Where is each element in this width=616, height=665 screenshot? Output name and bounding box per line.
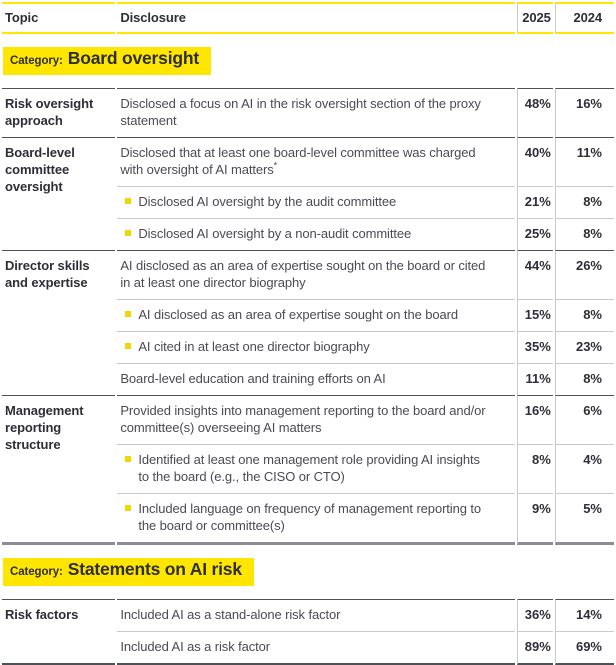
topic-cell: Risk factors	[2, 599, 116, 665]
disclosure-cell: Disclosed AI oversight by a non-audit co…	[117, 218, 515, 250]
value-2025-cell: 40%	[516, 137, 553, 186]
category-cell: Category: Board oversight	[2, 34, 614, 88]
category-cell: Category: Statements on AI risk	[2, 545, 614, 599]
value-2025-cell: 9%	[516, 493, 553, 545]
disclosure-cell: Disclosed that at least one board-level …	[117, 137, 515, 186]
column-header-disclosure: Disclosure	[117, 2, 515, 34]
value-2024-cell: 69%	[554, 631, 614, 665]
topic-cell: Risk oversight approach	[2, 88, 116, 137]
table-row: AI cited in at least one director biogra…	[2, 331, 614, 363]
bullet-square-icon	[125, 505, 132, 511]
table-header: Topic Disclosure 2025 2024	[2, 2, 614, 34]
disclosure-text: Disclosed AI oversight by the audit comm…	[138, 194, 397, 209]
disclosure-text: AI disclosed as an area of expertise sou…	[138, 307, 458, 322]
value-2025-cell: 21%	[516, 186, 553, 218]
disclosure-cell: Board-level education and training effor…	[117, 363, 515, 395]
value-2025-cell: 11%	[516, 363, 553, 395]
value-2024-cell: 11%	[554, 137, 614, 186]
table-row: Management reporting structure Provided i…	[2, 395, 614, 545]
disclosure-text: Disclosed a focus on AI in the risk over…	[120, 96, 481, 128]
disclosure-text: AI disclosed as an area of expertise sou…	[120, 258, 486, 290]
category-label: Category:	[10, 55, 63, 67]
topic-cell: Board-level committee oversight	[2, 137, 116, 250]
header-row: Topic Disclosure 2025 2024	[2, 2, 614, 34]
disclosure-cell: Disclosed AI oversight by the audit comm…	[117, 186, 515, 218]
bullet-square-icon	[125, 311, 132, 317]
disclosure-cell: Included language on frequency of manage…	[117, 493, 515, 545]
table-row: Board-level education and training effor…	[2, 363, 614, 395]
bullet-square-icon	[125, 343, 132, 349]
disclosure-text: Disclosed AI oversight by a non-audit co…	[138, 226, 412, 241]
value-2024-cell: 26%	[554, 250, 614, 299]
disclosure-text: Identified at least one management role …	[138, 452, 480, 484]
disclosure-text: Disclosed that at least one board-level …	[120, 145, 476, 177]
table-row: AI disclosed as an area of expertise sou…	[2, 299, 614, 331]
table-row: Disclosed AI oversight by the audit comm…	[2, 186, 614, 218]
value-2025-cell: 36%	[516, 599, 553, 631]
value-2025-cell: 48%	[516, 88, 553, 137]
disclosure-cell: Identified at least one management role …	[117, 444, 515, 493]
disclosure-text: Provided insights into management report…	[120, 403, 486, 435]
topic-cell: Director skills and expertise	[2, 250, 116, 395]
disclosure-cell: AI disclosed as an area of expertise sou…	[117, 250, 515, 299]
column-header-2025: 2025	[516, 2, 553, 34]
disclosure-text: Included AI as a risk factor	[120, 639, 271, 654]
disclosure-cell: Included AI as a risk factor	[117, 631, 515, 665]
value-2025-cell: 8%	[516, 444, 553, 493]
category-row: Category: Statements on AI risk	[2, 545, 614, 599]
disclosure-text: Included language on frequency of manage…	[138, 501, 482, 533]
disclosure-cell: Provided insights into management report…	[117, 395, 515, 444]
disclosure-text: AI cited in at least one director biogra…	[138, 339, 370, 354]
disclosure-cell: AI disclosed as an area of expertise sou…	[117, 299, 515, 331]
value-2025-cell: 25%	[516, 218, 553, 250]
value-2024-cell: 8%	[554, 186, 614, 218]
value-2024-cell: 6%	[554, 395, 614, 444]
value-2024-cell: 8%	[554, 299, 614, 331]
bullet-square-icon	[125, 456, 132, 462]
disclosure-cell: Included AI as a stand-alone risk factor	[117, 599, 515, 631]
disclosure-cell: Disclosed a focus on AI in the risk over…	[117, 88, 515, 137]
value-2025-cell: 89%	[516, 631, 553, 665]
value-2024-cell: 23%	[554, 331, 614, 363]
footnote-marker: *	[273, 160, 278, 171]
bullet-square-icon	[125, 198, 132, 204]
value-2024-cell: 16%	[554, 88, 614, 137]
value-2024-cell: 8%	[554, 363, 614, 395]
table-row: Risk oversight approach Disclosed a focus…	[2, 88, 614, 137]
bullet-square-icon	[125, 230, 132, 236]
value-2024-cell: 14%	[554, 599, 614, 631]
table-row: Disclosed AI oversight by a non-audit co…	[2, 218, 614, 250]
category-highlight: Category: Board oversight	[3, 47, 211, 75]
table-row: Risk factors Included AI as a stand-alone…	[2, 599, 614, 665]
table-row: Identified at least one management role …	[2, 444, 614, 493]
category-highlight: Category: Statements on AI risk	[3, 558, 254, 586]
category-title: Statements on AI risk	[67, 559, 242, 579]
category-label: Category:	[10, 566, 63, 578]
value-2025-cell: 35%	[516, 331, 553, 363]
category-title: Board oversight	[67, 48, 199, 68]
table-row: Director skills and expertise AI disclose…	[2, 250, 614, 299]
value-2025-cell: 44%	[516, 250, 553, 299]
value-2024-cell: 4%	[554, 444, 614, 493]
topic-cell: Management reporting structure	[2, 395, 116, 545]
value-2024-cell: 8%	[554, 218, 614, 250]
disclosure-text: Board-level education and training effor…	[120, 371, 386, 386]
value-2025-cell: 16%	[516, 395, 553, 444]
table-row: Included language on frequency of manage…	[2, 493, 614, 545]
value-2024-cell: 5%	[554, 493, 614, 545]
table-body: Category: Board oversight Risk oversight a…	[2, 34, 614, 665]
table-row: Board-level committee oversight Disclosed…	[2, 137, 614, 194]
disclosure-text: Included AI as a stand-alone risk factor	[120, 607, 341, 622]
disclosure-cell: AI cited in at least one director biogra…	[117, 331, 515, 363]
category-row: Category: Board oversight	[2, 34, 614, 88]
column-header-2024: 2024	[554, 2, 614, 34]
column-header-topic: Topic	[2, 2, 116, 34]
value-2025-cell: 15%	[516, 299, 553, 331]
